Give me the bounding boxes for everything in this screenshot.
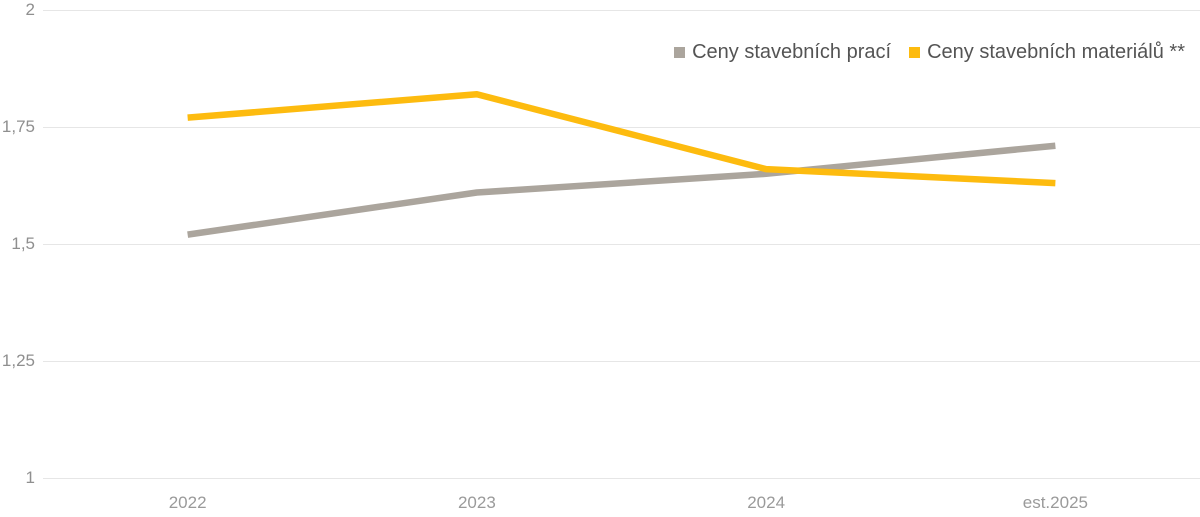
- series-line-0: [187, 142, 1056, 238]
- legend-item-ceny-stavebnich-praci: Ceny stavebních prací: [674, 40, 891, 64]
- legend-swatch-gray-icon: [674, 46, 686, 58]
- gridline: [43, 243, 1200, 245]
- x-tick-label: 2024: [747, 493, 786, 512]
- y-tick-label: 1,25: [1, 351, 35, 370]
- y-tick-label: 2: [25, 0, 35, 19]
- x-tick-label: 2023: [457, 493, 496, 512]
- y-tick-label: 1: [25, 468, 35, 487]
- gridline: [43, 9, 1200, 11]
- gridline: [43, 126, 1200, 128]
- y-tick-label: 1,5: [11, 234, 35, 253]
- gridline: [43, 360, 1200, 362]
- x-tick-label: est.2025: [1022, 493, 1088, 512]
- series-line-1: [187, 90, 1056, 187]
- gridline: [43, 477, 1200, 479]
- legend-item-ceny-stavebnich-materialu: Ceny stavebních materiálů **: [909, 40, 1185, 64]
- y-tick-label: 1,75: [1, 117, 35, 136]
- legend-label-materialy: Ceny stavebních materiálů **: [927, 41, 1185, 63]
- legend-swatch-yellow-icon: [909, 46, 921, 58]
- legend-label-prace: Ceny stavebních prací: [692, 41, 892, 63]
- x-tick-label: 2022: [168, 493, 207, 512]
- chart-legend: Ceny stavebních prací Ceny stavebních ma…: [674, 40, 1185, 64]
